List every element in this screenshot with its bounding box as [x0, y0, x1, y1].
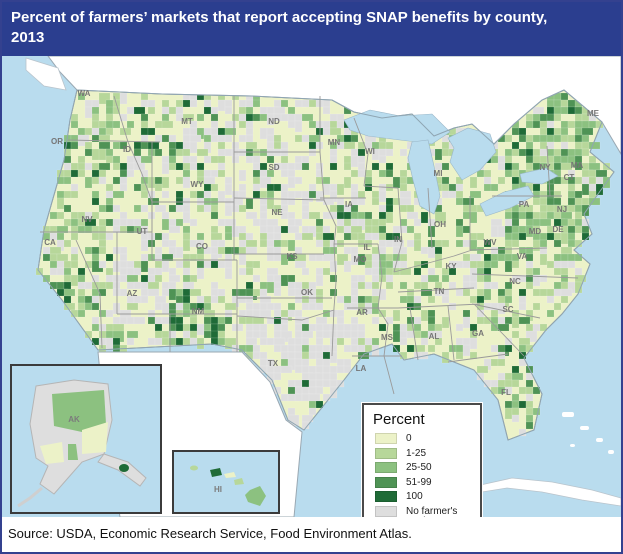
svg-text:MO: MO [354, 255, 367, 264]
maui-island [234, 478, 244, 485]
svg-text:IN: IN [394, 235, 402, 244]
source-text: Source: USDA, Economic Research Service,… [8, 526, 412, 541]
svg-text:DE: DE [552, 225, 564, 234]
oahu-island [210, 468, 222, 477]
page-title: Percent of farmers’ markets that report … [11, 9, 548, 47]
legend-label: No farmer's markets [406, 505, 458, 517]
aleutian-islands [17, 486, 43, 508]
legend-item: 100 [373, 491, 474, 503]
legend-swatch-0 [375, 433, 397, 444]
svg-text:FL: FL [501, 388, 511, 397]
svg-text:WA: WA [78, 89, 91, 98]
svg-text:UT: UT [137, 227, 148, 236]
svg-text:TX: TX [268, 359, 279, 368]
legend: Percent 0 1-25 25-50 51-99 100 [361, 402, 483, 517]
svg-text:CO: CO [196, 242, 208, 251]
svg-text:AZ: AZ [127, 289, 138, 298]
svg-text:MI: MI [434, 169, 443, 178]
svg-text:ME: ME [587, 109, 600, 118]
legend-swatch-1-25 [375, 447, 397, 459]
big-island [245, 486, 266, 506]
svg-text:CT: CT [564, 173, 575, 182]
alaska-inset: AK [10, 364, 162, 514]
legend-item: 51-99 [373, 476, 474, 489]
svg-text:OR: OR [51, 137, 63, 146]
svg-text:MN: MN [328, 138, 341, 147]
legend-item: 25-50 [373, 462, 474, 474]
alaska-county-pale [82, 422, 108, 454]
legend-swatch-25-50 [375, 462, 397, 473]
hawaii-map: HI [174, 452, 278, 512]
svg-text:AL: AL [429, 332, 440, 341]
svg-text:MS: MS [381, 333, 394, 342]
svg-text:LA: LA [356, 364, 367, 373]
title-bar: Percent of farmers’ markets that report … [2, 2, 621, 56]
svg-text:MA: MA [571, 161, 584, 170]
svg-text:IL: IL [363, 243, 370, 252]
svg-text:IA: IA [345, 200, 353, 209]
legend-item: 1-25 [373, 447, 474, 460]
alaska-map: AK [12, 366, 160, 512]
source-bar: Source: USDA, Economic Research Service,… [2, 517, 621, 552]
legend-item: 0 [373, 433, 474, 445]
svg-text:WV: WV [484, 238, 498, 247]
legend-label: 51-99 [406, 476, 432, 488]
alaska-county-dark [119, 464, 129, 472]
svg-text:GA: GA [472, 329, 484, 338]
svg-text:SC: SC [502, 305, 513, 314]
svg-text:OK: OK [301, 288, 313, 297]
svg-text:MT: MT [181, 117, 193, 126]
svg-text:NM: NM [192, 307, 205, 316]
svg-text:KY: KY [445, 262, 457, 271]
legend-label: 100 [406, 491, 423, 502]
alaska-label: AK [68, 415, 80, 424]
svg-text:TN: TN [434, 287, 445, 296]
alaska-county-green [52, 390, 106, 432]
svg-text:NJ: NJ [557, 205, 567, 214]
kauai-island [190, 465, 198, 471]
svg-text:WI: WI [365, 147, 375, 156]
svg-text:ND: ND [268, 117, 280, 126]
svg-text:NY: NY [539, 163, 551, 172]
legend-item: No farmer's markets [373, 505, 474, 517]
legend-swatch-51-99 [375, 476, 397, 488]
svg-text:OH: OH [434, 220, 446, 229]
svg-text:ID: ID [123, 145, 131, 154]
hawaii-water [174, 452, 278, 512]
legend-title: Percent [373, 411, 425, 428]
legend-label: 25-50 [406, 462, 432, 473]
svg-text:NE: NE [271, 208, 283, 217]
hawaii-inset: HI [172, 450, 280, 514]
svg-text:WY: WY [191, 180, 205, 189]
map-area: WA OR CA NV ID MT WY UT CO AZ NM ND SD NE KS OK TX MN WI IA… [2, 56, 621, 517]
hawaii-label: HI [214, 485, 222, 494]
legend-label: 1-25 [406, 447, 427, 459]
legend-swatch-no-markets [375, 505, 397, 517]
alaska-county-green-small [68, 444, 78, 460]
molokai-island [224, 472, 236, 478]
svg-text:PA: PA [519, 200, 530, 209]
svg-text:CA: CA [44, 238, 56, 247]
legend-swatch-100 [375, 491, 397, 502]
svg-text:NV: NV [81, 215, 93, 224]
svg-text:MD: MD [529, 227, 542, 236]
svg-text:AR: AR [356, 308, 368, 317]
alaska-county-pale-west [40, 442, 64, 464]
legend-label: 0 [406, 433, 412, 444]
svg-text:KS: KS [286, 252, 298, 261]
svg-text:SD: SD [268, 163, 279, 172]
svg-text:VA: VA [517, 252, 528, 261]
svg-text:NC: NC [509, 277, 521, 286]
